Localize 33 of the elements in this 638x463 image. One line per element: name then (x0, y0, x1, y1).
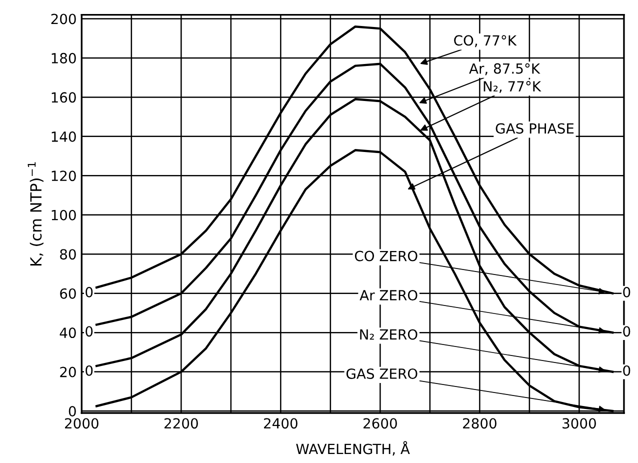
y-tick-label: 120 (52, 170, 76, 182)
annotation: 0 (623, 286, 630, 298)
annotation: CO, 77°K (454, 35, 517, 48)
y-tick-label: 40 (60, 328, 76, 338)
x-tick-label: 2800 (463, 418, 496, 429)
annotation: 0 (623, 326, 630, 337)
x-tick-label: 2600 (364, 418, 397, 429)
annotation: Ar ZERO (360, 290, 418, 300)
x-tick-label: 2000 (65, 418, 98, 429)
x-axis-title: WAVELENGTH, Å (296, 441, 410, 456)
y-tick-label: 80 (60, 249, 76, 260)
annotation: 0 (623, 365, 630, 376)
annotation: CO ZERO (354, 250, 418, 262)
y-tick-label: 140 (52, 131, 76, 142)
annotation: GAS ZERO (346, 368, 418, 379)
x-tick-label: 2200 (164, 418, 198, 429)
annotation: N₂ ZERO (360, 329, 418, 340)
annotation: Ar, 87.5°K (469, 63, 540, 76)
y-tick-label: 200 (51, 14, 76, 24)
y-tick-label: 160 (52, 92, 76, 103)
annotation: 0 (86, 286, 93, 298)
y-tick-label: 0 (68, 406, 76, 417)
x-tick-label: 3000 (562, 418, 596, 429)
y-tick-label: 20 (60, 366, 76, 378)
annotation: GAS PHASE (496, 123, 574, 134)
y-tick-label: 60 (60, 288, 76, 299)
y-tick-label: 100 (52, 210, 76, 220)
annotation: 0 (86, 365, 93, 376)
y-tick-label: 180 (52, 52, 76, 64)
x-tick-label: 2400 (264, 418, 298, 429)
annotation: N₂, 77°K (484, 81, 542, 93)
annotation: 0 (86, 326, 93, 337)
y-axis-title: K, (cm NTP)$^{−1}$ (28, 162, 44, 266)
